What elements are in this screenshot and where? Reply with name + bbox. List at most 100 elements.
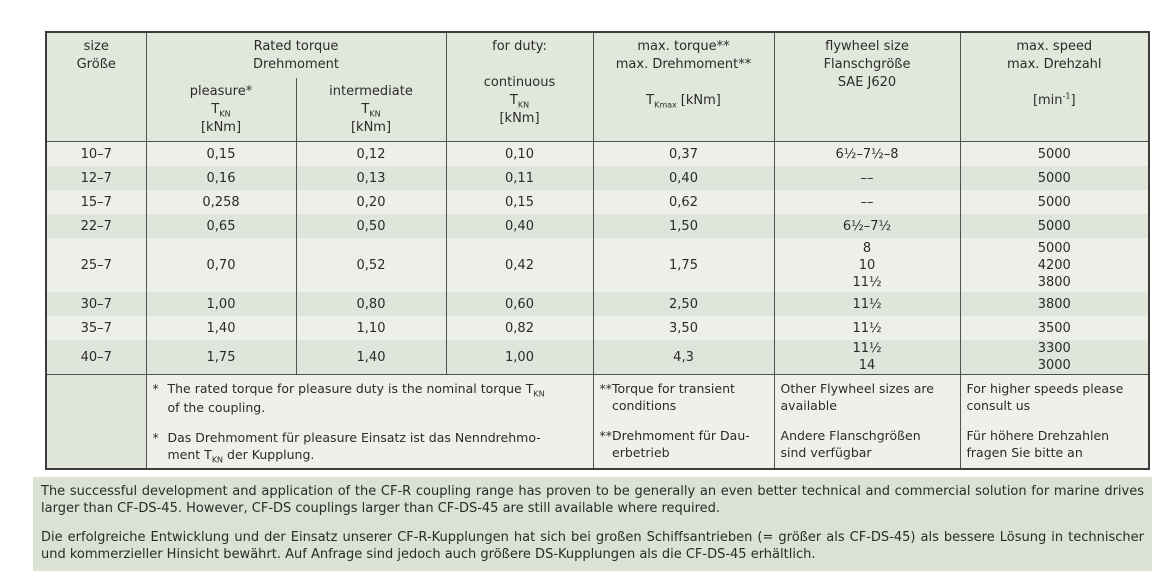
t-symbol: T [646, 93, 655, 108]
footnote-text: of the coupling. [167, 399, 266, 415]
cell-max-torque: 0,62 [592, 190, 775, 214]
cell-pleasure: 0,15 [145, 141, 296, 166]
double-asterisk-marker: ** [599, 381, 613, 396]
cell-flywheel: –– [773, 190, 961, 214]
footnote-text: Torque for transient conditions [612, 381, 735, 413]
cell-max-torque: 4,3 [592, 340, 775, 375]
cell-speed: 5000 [959, 141, 1150, 166]
col-header-max-torque: max. torque** max. Drehmoment** TKmax [kN… [592, 32, 775, 142]
cell-continuous: 1,00 [445, 340, 594, 375]
cell-pleasure: 1,00 [145, 292, 296, 316]
unit-knm: [kNm] [200, 120, 242, 135]
cell-speed: 5000 [959, 214, 1150, 238]
footnote-rated-en: * The rated torque for pleasure duty is … [153, 380, 587, 416]
double-asterisk-marker: ** [599, 428, 613, 443]
cell-intermediate: 0,12 [295, 141, 447, 166]
continuous-label: continuous [483, 75, 556, 90]
paragraph-en: The successful development and applicati… [41, 484, 1144, 516]
col-header-size: size Größe [45, 32, 146, 142]
footnote-text: Andere Flanschgrößen sind verfügbar [780, 428, 921, 460]
footnote-row: * The rated torque for pleasure duty is … [45, 374, 1150, 469]
cell-intermediate: 1,40 [295, 340, 447, 375]
cell-size: 22–7 [45, 214, 146, 238]
footnote-rated-de: * Das Drehmoment für pleasure Einsatz is… [153, 429, 587, 465]
rated-torque-label-en: Rated torque [253, 39, 339, 54]
cell-flywheel: 11½ [773, 316, 961, 340]
cell-pleasure: 0,65 [145, 214, 296, 238]
cell-flywheel: 11½ [773, 292, 961, 316]
col-header-flywheel: flywheel size Flanschgröße SAE J620 [773, 32, 961, 142]
unit-min-exponent: -1 [1062, 91, 1071, 101]
for-duty-label: for duty: [492, 39, 547, 54]
cell-flywheel: 6½–7½–8 [773, 141, 961, 166]
cell-speed: 5000 [959, 166, 1150, 190]
cell-continuous: 0,60 [445, 292, 594, 316]
tkn-subscript: KN [517, 100, 530, 110]
cell-speed: 3500 [959, 316, 1150, 340]
cell-intermediate: 0,50 [295, 214, 447, 238]
table-row-30-7: 30–7 1,00 0,80 0,60 2,50 11½ 3800 [45, 292, 1150, 316]
cell-pleasure: 0,16 [145, 166, 296, 190]
cell-size: 25–7 [45, 238, 146, 292]
unit-min-close: ] [1070, 93, 1076, 108]
col-header-rated-torque: Rated torque Drehmoment [145, 32, 447, 78]
table-row-25-7: 25–7 0,70 0,52 0,42 1,75 8 10 11½ 5000 4… [45, 238, 1150, 292]
unit-min-open: [min [1032, 93, 1063, 108]
footnote-text: Das Drehmoment für pleasure Einsatz ist … [167, 429, 541, 445]
table-row-10-7: 10–7 0,15 0,12 0,10 0,37 6½–7½–8 5000 [45, 141, 1150, 166]
cell-intermediate: 1,10 [295, 316, 447, 340]
cell-speed: 3300 3000 [959, 340, 1150, 375]
footnote-text: Drehmoment für Dau- erbetrieb [612, 428, 750, 460]
col-header-intermediate: intermediate TKN [kNm] [295, 78, 447, 142]
tkn-subscript: KN [219, 109, 231, 119]
cell-size: 40–7 [45, 340, 146, 375]
header-row-1: size Größe Rated torque Drehmoment for d… [45, 32, 1150, 142]
cell-continuous: 0,42 [445, 238, 594, 292]
tkn-symbol: TKN [451, 92, 589, 110]
t-symbol: T [509, 93, 518, 108]
cell-continuous: 0,10 [445, 141, 594, 166]
cell-max-torque: 3,50 [592, 316, 775, 340]
spacer [451, 56, 589, 74]
footnote-text: The rated torque for pleasure duty is th… [167, 381, 534, 396]
t-symbol: T [211, 102, 220, 117]
table-row-12-7: 12–7 0,16 0,13 0,11 0,40 –– 5000 [45, 166, 1150, 190]
t-symbol: T [361, 102, 370, 117]
cell-max-torque: 1,75 [592, 238, 775, 292]
col-header-max-speed: max. speed max. Drehzahl [min-1] [959, 32, 1150, 142]
cell-flywheel: 8 10 11½ [773, 238, 961, 292]
cell-size: 30–7 [45, 292, 146, 316]
unit-knm: [kNm] [680, 93, 721, 108]
max-speed-label-de: max. Drehzahl [1006, 57, 1102, 72]
description-block: The successful development and applicati… [33, 477, 1152, 571]
tkmax-symbol: TKmax [kNm] [598, 92, 770, 110]
footnote-rated-torque: * The rated torque for pleasure duty is … [145, 374, 594, 469]
cell-size: 12–7 [45, 166, 146, 190]
footnote-text: ment T [167, 446, 212, 462]
cell-size: 35–7 [45, 316, 146, 340]
cell-speed: 5000 [959, 190, 1150, 214]
tkn-symbol: TKN [301, 101, 442, 119]
unit-min: [min-1] [965, 92, 1145, 110]
cell-pleasure: 0,70 [145, 238, 296, 292]
unit-knm: [kNm] [499, 111, 540, 126]
max-torque-label-en: max. torque** [637, 39, 730, 54]
cell-continuous: 0,40 [445, 214, 594, 238]
coupling-spec-table: size Größe Rated torque Drehmoment for d… [45, 31, 1151, 470]
table-header: size Größe Rated torque Drehmoment for d… [45, 32, 1150, 142]
cell-intermediate: 0,20 [295, 190, 447, 214]
footnote-torque-de: ** Drehmoment für Dau- erbetrieb [600, 427, 768, 461]
cell-speed: 3800 [959, 292, 1150, 316]
cell-max-torque: 2,50 [592, 292, 775, 316]
cell-flywheel: 11½ 14 [773, 340, 961, 375]
tkn-subscript: KN [211, 455, 224, 464]
cell-size: 10–7 [45, 141, 146, 166]
table-row-35-7: 35–7 1,40 1,10 0,82 3,50 11½ 3500 [45, 316, 1150, 340]
intermediate-label: intermediate [329, 84, 413, 99]
cell-pleasure: 0,258 [145, 190, 296, 214]
asterisk-marker: * [152, 381, 159, 396]
unit-knm: [kNm] [350, 120, 392, 135]
col-header-pleasure: pleasure* TKN [kNm] [145, 78, 296, 142]
tkmax-subscript: Kmax [654, 100, 677, 110]
spacer [598, 74, 770, 92]
